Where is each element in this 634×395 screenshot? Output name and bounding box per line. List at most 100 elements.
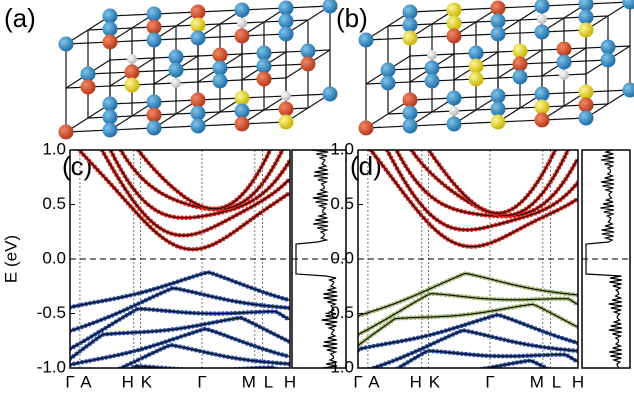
x-tick-label: L [264, 372, 273, 391]
atom [279, 14, 294, 29]
atom [579, 111, 594, 126]
atom [403, 18, 418, 33]
x-tick-label: Γ [197, 372, 206, 391]
atom [491, 115, 506, 130]
atom [235, 3, 250, 18]
atom [557, 55, 572, 70]
atom [537, 14, 547, 24]
atom [579, 10, 594, 25]
atom [235, 104, 250, 119]
atom [447, 91, 462, 106]
bond [66, 122, 286, 132]
atom [257, 72, 272, 87]
atom [169, 50, 184, 65]
atom [513, 57, 528, 72]
bands [358, 0, 578, 395]
panel-label: (b) [336, 3, 368, 33]
atom [213, 74, 228, 89]
atom [403, 31, 418, 46]
bond [366, 118, 586, 128]
atom [171, 78, 181, 88]
panel-label: (c) [62, 151, 92, 181]
atom [491, 27, 506, 42]
atom [359, 33, 374, 48]
atom [623, 0, 634, 10]
band [70, 366, 290, 395]
atom [147, 7, 162, 22]
atom [623, 83, 634, 98]
y-tick-label: -1.0 [325, 357, 354, 376]
atom [491, 89, 506, 104]
atom [147, 33, 162, 48]
atom [59, 125, 74, 140]
atom [301, 44, 316, 59]
atom [601, 40, 616, 55]
atom [279, 1, 294, 16]
atom [147, 121, 162, 136]
atom [281, 91, 291, 101]
atom [427, 50, 437, 60]
atom [469, 46, 484, 61]
atom [237, 18, 247, 28]
atom [535, 87, 550, 102]
atom [469, 72, 484, 87]
panel-label: (a) [4, 3, 36, 33]
bond [110, 6, 330, 16]
atom [191, 106, 206, 121]
atom [279, 102, 294, 117]
atom [601, 53, 616, 68]
atom [103, 22, 118, 37]
band-weight [70, 366, 290, 395]
atom [191, 18, 206, 33]
atom [81, 80, 96, 95]
y-tick-label: 0.0 [330, 248, 354, 267]
atom [103, 9, 118, 24]
atom [381, 76, 396, 91]
atom [125, 65, 140, 80]
atom [447, 29, 462, 44]
x-tick-label: K [141, 372, 153, 391]
crystal-structure [359, 0, 634, 136]
atom [579, 98, 594, 113]
y-tick-label: 1.0 [42, 139, 66, 158]
y-tick-label: 1.0 [330, 139, 354, 158]
atom [579, 85, 594, 100]
x-tick-label: K [429, 372, 441, 391]
atom [535, 25, 550, 40]
atom [425, 74, 440, 89]
x-tick-label: H [284, 372, 296, 391]
atom [359, 121, 374, 136]
x-tick-label: H [572, 372, 584, 391]
atom [103, 123, 118, 138]
atom [403, 5, 418, 20]
atom [579, 23, 594, 38]
atom [513, 70, 528, 85]
atom [235, 91, 250, 106]
x-tick-label: H [410, 372, 422, 391]
atom [147, 108, 162, 123]
atom [301, 57, 316, 72]
atom [147, 95, 162, 110]
atom [491, 1, 506, 16]
atom [169, 63, 184, 78]
atom [535, 100, 550, 115]
atom [323, 87, 338, 102]
atom [559, 70, 569, 80]
atom [147, 20, 162, 35]
atom [191, 93, 206, 108]
atom [491, 14, 506, 29]
atom [403, 106, 418, 121]
atom [191, 119, 206, 134]
atom [425, 61, 440, 76]
atom [235, 29, 250, 44]
y-axis-label: E (eV) [1, 235, 20, 283]
atom [279, 27, 294, 42]
atom [403, 93, 418, 108]
atom [469, 59, 484, 74]
atom [125, 78, 140, 93]
y-tick-label: 0.0 [42, 248, 66, 267]
atom [213, 48, 228, 63]
atom [257, 46, 272, 61]
y-tick-label: -1.0 [37, 357, 66, 376]
y-tick-label: 0.5 [330, 194, 354, 213]
